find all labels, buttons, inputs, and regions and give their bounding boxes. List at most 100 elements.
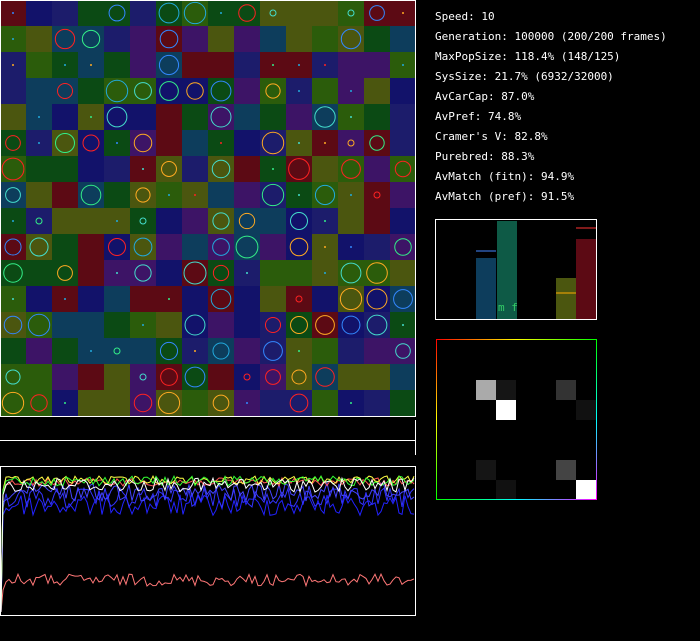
bar [497,221,517,319]
cell [78,364,104,390]
cell [364,286,390,312]
agent [80,184,102,206]
cell [312,104,338,130]
cell [78,208,104,234]
agent [340,262,362,284]
heat-cell [476,380,496,400]
cell [156,208,182,234]
agent [133,133,153,153]
agent [261,131,285,155]
cell [52,130,78,156]
cell [338,364,364,390]
agent [12,220,14,222]
agent [116,220,118,222]
cell [78,260,104,286]
cell [390,286,416,312]
bar [576,239,596,319]
cell [208,26,234,52]
history-line [0,476,415,613]
cell [156,260,182,286]
cell [390,234,416,260]
agent [350,194,352,196]
cell [52,182,78,208]
agent [57,265,73,281]
cell [104,78,130,104]
heat-cell [496,380,516,400]
cell [208,286,234,312]
agent [264,316,282,334]
cell [286,260,312,286]
cell [0,364,26,390]
cell [78,390,104,416]
agent [64,298,66,300]
cell [0,260,26,286]
cell [0,156,26,182]
agent [212,212,230,230]
cell [234,286,260,312]
agent [366,262,388,284]
agent [113,347,121,355]
agent [194,350,196,352]
agent [211,159,231,179]
cell [390,260,416,286]
agent [341,159,361,179]
agent [105,79,129,103]
cell [104,234,130,260]
agent [12,298,14,300]
cell [26,0,52,26]
agent [133,393,153,413]
agent [350,90,352,92]
stat-line: MaxPopSize: 118.4% (148/125) [435,50,620,63]
world-border [0,0,416,417]
agent [81,29,101,49]
agent [12,38,14,40]
agent [134,82,152,100]
cell [130,0,156,26]
plot-border [0,466,416,616]
cell [78,156,104,182]
agent [27,313,51,337]
cell [286,208,312,234]
cell [182,78,208,104]
cell [130,260,156,286]
agent [402,64,404,66]
cell [260,182,286,208]
heat-cell [576,400,596,420]
cell [312,390,338,416]
history-line [0,481,415,613]
cell [390,26,416,52]
cell [234,52,260,78]
cell [234,364,260,390]
cell [104,26,130,52]
cell [182,26,208,52]
heatmap [476,380,596,500]
cell [338,260,364,286]
agent [402,12,404,14]
cell [26,260,52,286]
cell [182,52,208,78]
cell [208,364,234,390]
cell [26,286,52,312]
heat-cell [576,480,596,500]
agent [291,369,307,385]
cell [0,130,26,156]
agent [159,81,179,101]
cell [364,260,390,286]
history-line [0,474,415,613]
agent [288,158,310,180]
heat-cell [556,380,576,400]
cell [182,104,208,130]
cell [234,182,260,208]
agent [3,315,23,335]
agent [272,168,274,170]
agent [289,237,309,257]
agent [57,83,73,99]
agent [314,106,336,128]
agent [324,142,326,144]
cell [208,182,234,208]
cell [104,182,130,208]
agent [82,134,100,152]
stat-line: AvPref: 74.8% [435,110,521,123]
